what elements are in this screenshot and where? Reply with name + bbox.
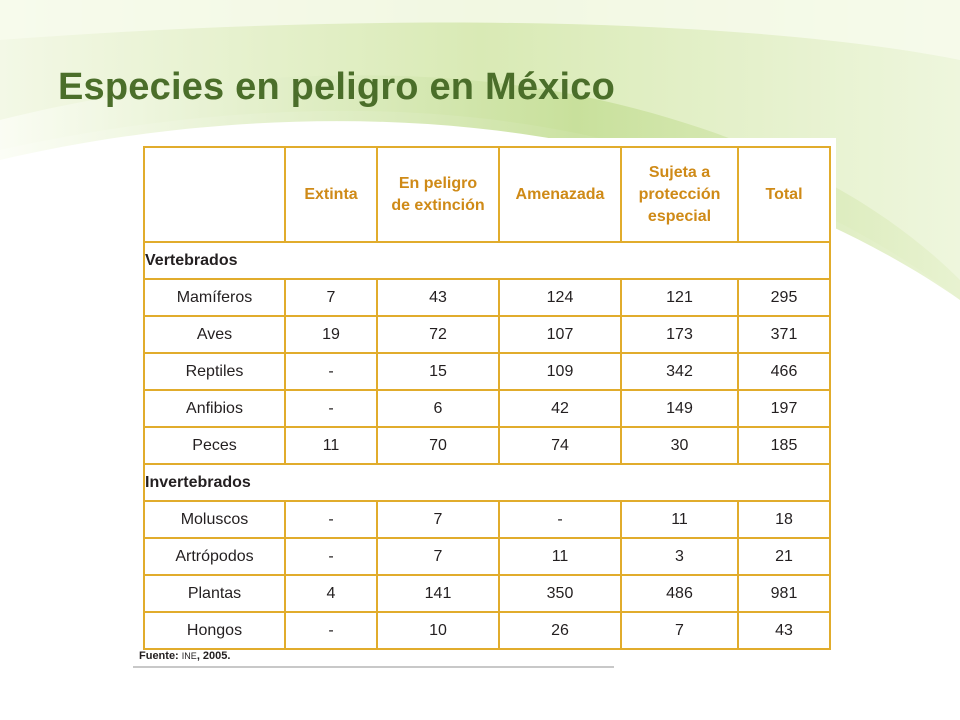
table-row: Anfibios -6 42 149 197 [143, 389, 831, 428]
section-label: Invertebrados [143, 463, 831, 502]
table-cell: 74 [498, 426, 622, 465]
table-cell: 7 [620, 611, 739, 650]
species-table: Extinta En peligro de extinción Amenazad… [143, 146, 831, 650]
source-label: Fuente: [139, 650, 179, 662]
table-cell: - [284, 500, 378, 539]
table-cell: 124 [498, 278, 622, 317]
table-row: Peces 11 70 74 30 185 [143, 426, 831, 465]
section-label: Vertebrados [143, 241, 831, 280]
table-row: Hongos -10 26 7 43 [143, 611, 831, 650]
table-cell: 185 [737, 426, 831, 465]
col-header-total-line: Total [765, 185, 803, 203]
table-cell: 486 [620, 574, 739, 613]
table-cell: 26 [498, 611, 622, 650]
table-cell: 3 [620, 537, 739, 576]
table-cell: 149 [620, 389, 739, 428]
table-cell: 11 [284, 426, 378, 465]
header-empty-cell [143, 146, 286, 243]
table-row: Mamíferos 7 43 124 121 295 [143, 278, 831, 317]
table-cell: 15 [376, 352, 500, 391]
table-cell: - [284, 537, 378, 576]
col-header-en-peligro-line1: En peligro [398, 174, 478, 192]
table-cell: 466 [737, 352, 831, 391]
row-label: Artrópodos [143, 537, 286, 576]
col-header-proteccion: Sujeta a protección especial [620, 146, 739, 243]
row-label: Peces [143, 426, 286, 465]
table-cell: 350 [498, 574, 622, 613]
col-header-extinta-line: Extinta [304, 185, 358, 203]
source-note: Fuente: INE, 2005. [139, 650, 230, 662]
table-cell: 173 [620, 315, 739, 354]
col-header-amenazada: Amenazada [498, 146, 622, 243]
col-header-extinta: Extinta [284, 146, 378, 243]
table-cell: 109 [498, 352, 622, 391]
table-cell: 295 [737, 278, 831, 317]
table-cell: 43 [737, 611, 831, 650]
table-cell: 70 [376, 426, 500, 465]
col-header-en-peligro: En peligro de extinción [376, 146, 500, 243]
table-cell: 107 [498, 315, 622, 354]
row-label: Anfibios [143, 389, 286, 428]
table-cell: - [498, 500, 622, 539]
row-label: Moluscos [143, 500, 286, 539]
table-cell: 11 [498, 537, 622, 576]
table-cell: 4 [284, 574, 378, 613]
table-row: Reptiles -15 109 342 466 [143, 352, 831, 391]
col-header-proteccion-line1: Sujeta a [648, 163, 711, 181]
col-header-amenazada-line: Amenazada [515, 185, 605, 203]
table-cell: 197 [737, 389, 831, 428]
table-cell: 342 [620, 352, 739, 391]
col-header-proteccion-line3: especial [647, 207, 712, 225]
table-cell: 10 [376, 611, 500, 650]
row-label: Hongos [143, 611, 286, 650]
table-row: Moluscos -7-11 18 [143, 500, 831, 539]
row-label: Mamíferos [143, 278, 286, 317]
table-cell: 42 [498, 389, 622, 428]
col-header-total: Total [737, 146, 831, 243]
table-body: Vertebrados Mamíferos 7 43 124 121 295 Aves 19 72… [143, 241, 831, 650]
header-row: Extinta En peligro de extinción Amenazad… [143, 146, 831, 243]
table-cell: 30 [620, 426, 739, 465]
table-cell: 11 [620, 500, 739, 539]
table-cell: 19 [284, 315, 378, 354]
source-divider [133, 666, 614, 668]
row-label: Plantas [143, 574, 286, 613]
table-row: Artrópodos -7 11 3 21 [143, 537, 831, 576]
row-label: Reptiles [143, 352, 286, 391]
slide-title: Especies en peligro en México [58, 66, 616, 108]
table-cell: 18 [737, 500, 831, 539]
table-cell: 7 [284, 278, 378, 317]
col-header-proteccion-line2: protección [638, 185, 721, 203]
table-cell: 21 [737, 537, 831, 576]
table-row: Plantas 4 141 350 486 981 [143, 574, 831, 613]
table-panel: Extinta En peligro de extinción Amenazad… [133, 138, 836, 668]
table-cell: 7 [376, 537, 500, 576]
table-cell: 141 [376, 574, 500, 613]
table-cell: 121 [620, 278, 739, 317]
table-cell: 72 [376, 315, 500, 354]
table-cell: 371 [737, 315, 831, 354]
table-cell: 7 [376, 500, 500, 539]
section-row: Invertebrados [143, 463, 831, 502]
table-cell: - [284, 611, 378, 650]
source-org: INE [181, 651, 197, 661]
col-header-en-peligro-line2: de extinción [391, 196, 485, 214]
table-cell: - [284, 352, 378, 391]
table-cell: 6 [376, 389, 500, 428]
section-row: Vertebrados [143, 241, 831, 280]
row-label: Aves [143, 315, 286, 354]
table-cell: 43 [376, 278, 500, 317]
table-cell: - [284, 389, 378, 428]
table-row: Aves 19 72 107 173 371 [143, 315, 831, 354]
table-cell: 981 [737, 574, 831, 613]
source-year: , 2005. [196, 650, 231, 662]
